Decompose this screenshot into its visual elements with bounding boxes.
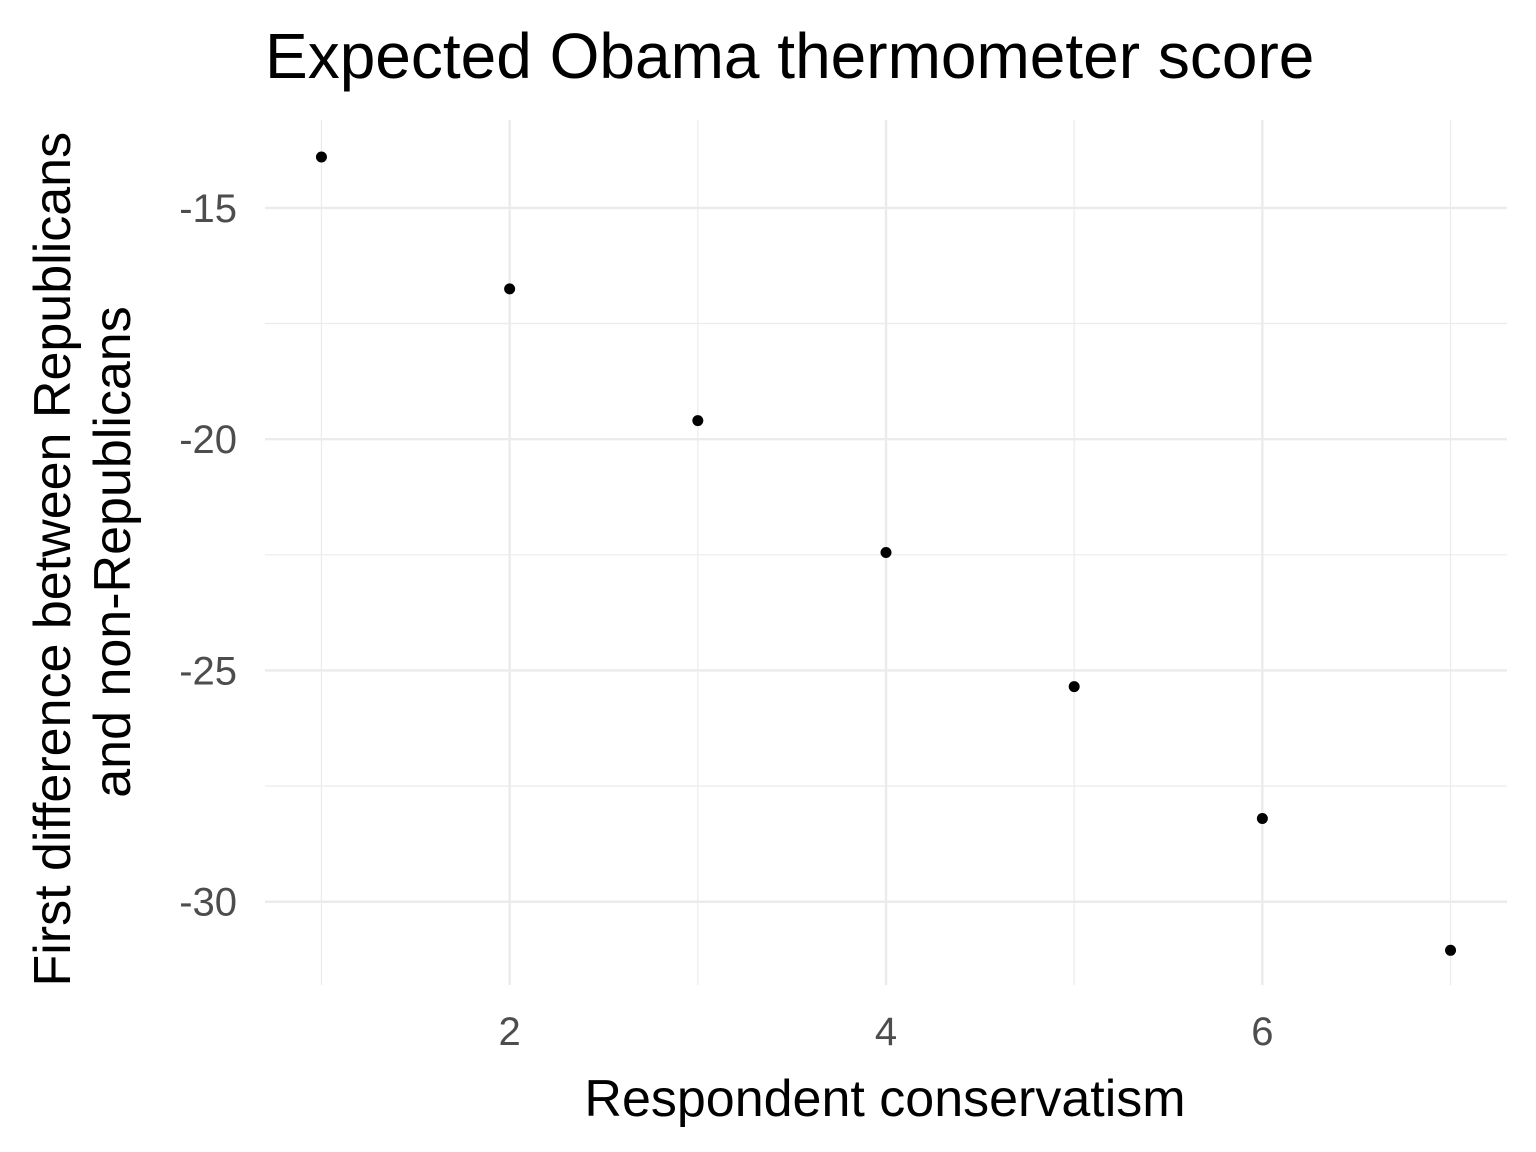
y-tick-labels: -15 -20 -25 -30 — [179, 187, 237, 925]
data-point — [504, 283, 516, 295]
data-point — [315, 151, 327, 163]
x-tick-label: 2 — [499, 1010, 521, 1054]
chart-title: Expected Obama thermometer score — [265, 20, 1314, 92]
y-tick-label: -15 — [179, 187, 237, 231]
data-point — [1068, 681, 1080, 693]
data-points — [315, 151, 1457, 956]
data-point — [880, 547, 892, 558]
y-tick-label: -25 — [179, 649, 237, 693]
data-point — [1256, 812, 1268, 824]
data-point — [692, 415, 704, 427]
x-tick-label: 4 — [875, 1010, 897, 1054]
x-axis-title: Respondent conservatism — [584, 1070, 1185, 1128]
y-axis-title-line-2: and non-Republicans — [84, 306, 142, 797]
y-tick-label: -30 — [179, 881, 237, 925]
y-axis-title: First difference between Republicans and… — [24, 117, 142, 986]
y-axis-title-line-1: First difference between Republicans — [24, 132, 82, 987]
x-tick-labels: 2 4 6 — [499, 1010, 1274, 1054]
x-tick-label: 6 — [1251, 1010, 1273, 1054]
y-tick-label: -20 — [179, 418, 237, 462]
data-point — [1445, 944, 1457, 956]
